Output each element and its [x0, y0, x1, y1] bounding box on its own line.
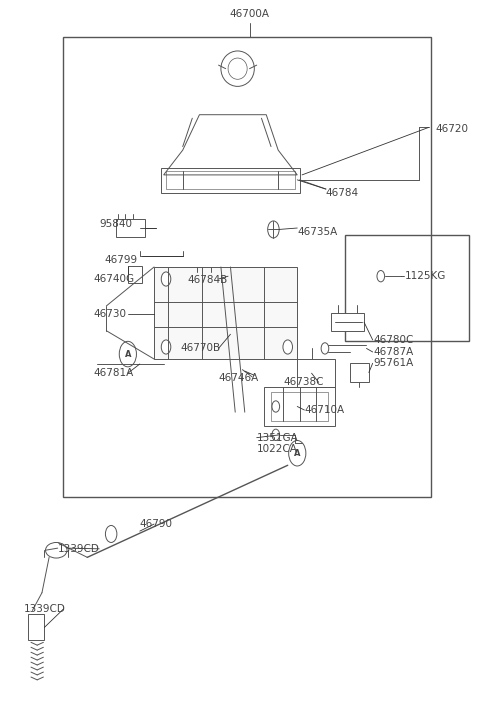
Text: 46770B: 46770B — [180, 343, 220, 353]
Text: 95761A: 95761A — [373, 358, 414, 368]
Circle shape — [283, 340, 292, 354]
Text: 46784B: 46784B — [188, 274, 228, 284]
Polygon shape — [154, 267, 297, 359]
Text: 46780C: 46780C — [373, 335, 414, 345]
Text: 46720: 46720 — [436, 124, 468, 134]
Circle shape — [161, 340, 171, 354]
Circle shape — [288, 441, 306, 466]
Text: 46784: 46784 — [326, 188, 359, 198]
Text: 46790: 46790 — [140, 519, 173, 529]
Text: 46781A: 46781A — [93, 368, 133, 378]
Text: 46799: 46799 — [104, 255, 137, 265]
Circle shape — [272, 401, 280, 412]
Circle shape — [377, 270, 384, 282]
Text: 46700A: 46700A — [229, 9, 270, 19]
Circle shape — [268, 221, 279, 238]
Text: A: A — [125, 350, 131, 358]
Text: 46738C: 46738C — [283, 378, 324, 387]
Text: 1351GA: 1351GA — [257, 433, 299, 443]
Ellipse shape — [228, 58, 247, 80]
Text: A: A — [294, 449, 300, 458]
Circle shape — [321, 343, 329, 354]
Text: 1022CA: 1022CA — [257, 444, 298, 454]
Text: 1339CD: 1339CD — [24, 604, 66, 614]
Text: 95840: 95840 — [99, 220, 132, 230]
Circle shape — [119, 341, 136, 367]
Circle shape — [161, 272, 171, 286]
Text: 46787A: 46787A — [373, 347, 414, 357]
Circle shape — [272, 429, 280, 441]
Ellipse shape — [221, 51, 254, 86]
Circle shape — [106, 525, 117, 542]
Polygon shape — [331, 313, 364, 331]
Ellipse shape — [46, 542, 67, 558]
Polygon shape — [164, 114, 297, 175]
Text: 1125KG: 1125KG — [405, 271, 446, 281]
Text: 46710A: 46710A — [304, 405, 345, 415]
Text: 46740G: 46740G — [93, 274, 134, 284]
Text: 46735A: 46735A — [297, 227, 337, 237]
Text: 46730: 46730 — [93, 309, 126, 319]
Text: 46746A: 46746A — [218, 373, 259, 383]
Text: 1339CD: 1339CD — [58, 544, 99, 554]
